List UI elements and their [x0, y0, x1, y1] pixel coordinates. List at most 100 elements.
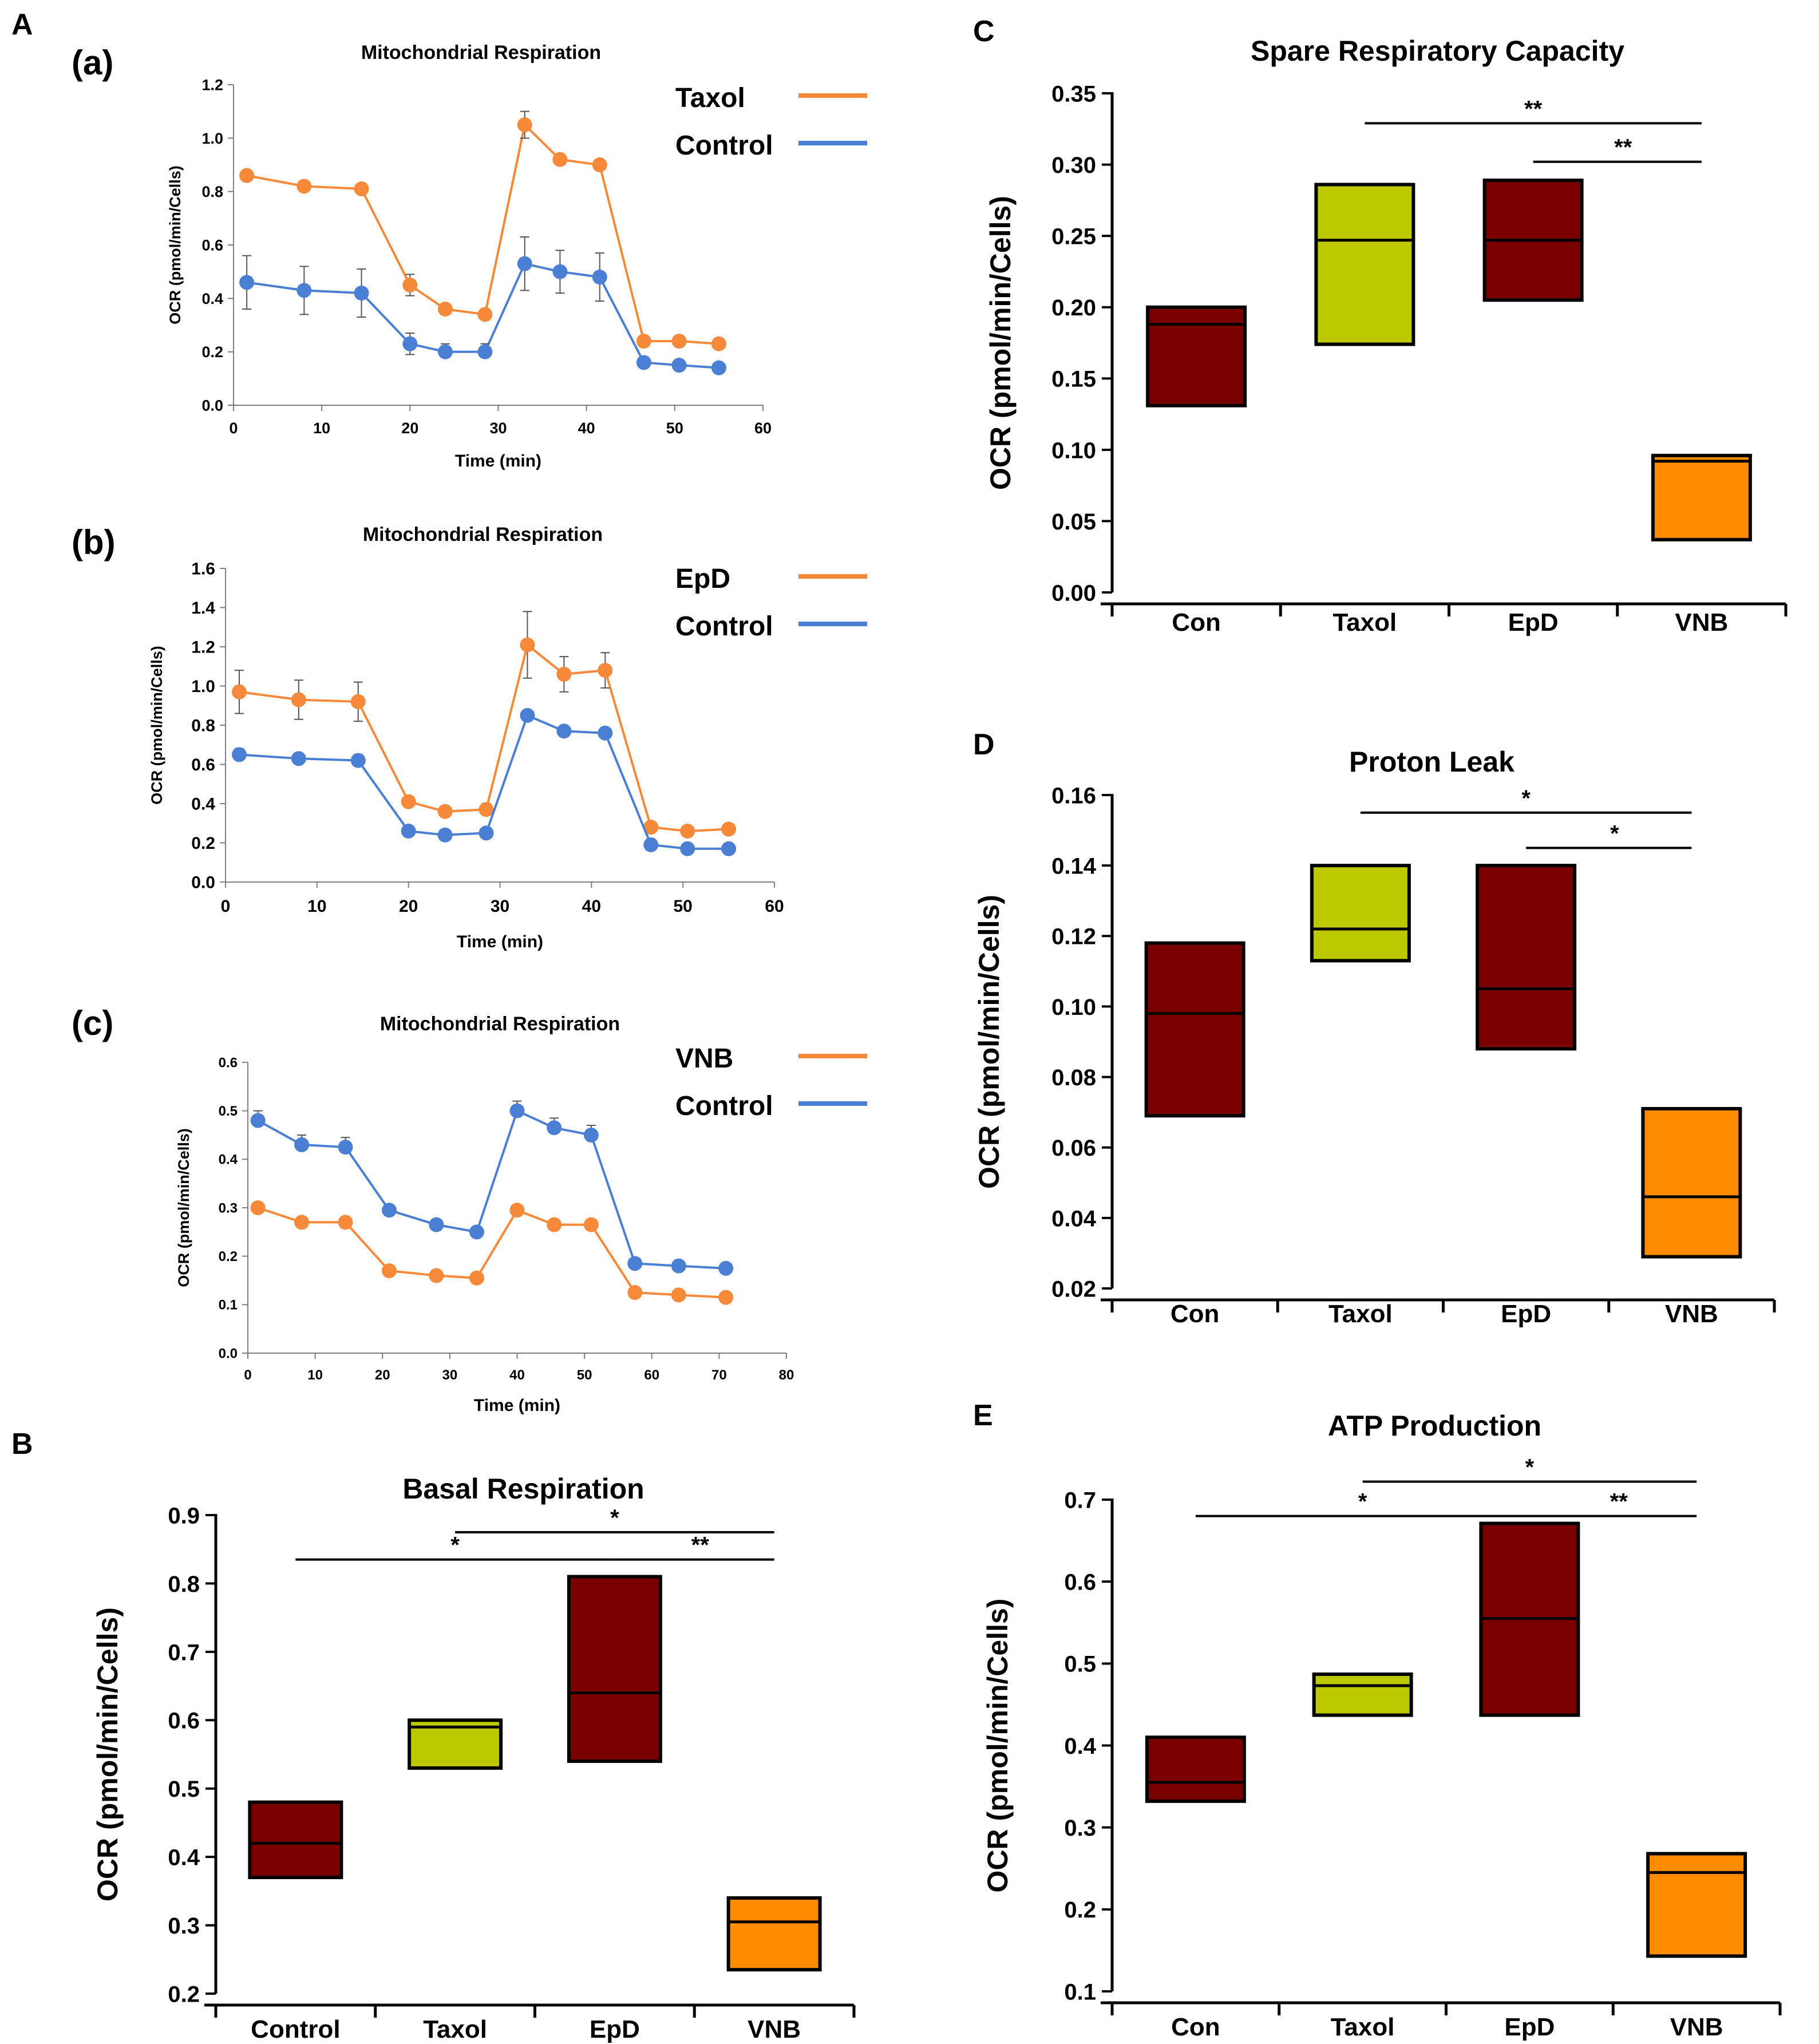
significance-label: * [1610, 821, 1619, 846]
box-epd [1476, 864, 1577, 1051]
chart-C: 0.00 0.05 0.10 0.15 0.20 0.25 0.30 0.35 Con Taxol… [984, 35, 1788, 636]
data-point [338, 1140, 353, 1155]
data-point [294, 1215, 310, 1230]
x-tick-label: 50 [673, 897, 692, 916]
data-point [583, 1128, 599, 1142]
data-point [291, 751, 306, 766]
y-axis-label: OCR (pmol/min/Cells) [148, 646, 165, 805]
data-point [598, 663, 613, 678]
data-point [338, 1215, 353, 1230]
y-tick-label: 1.2 [201, 76, 223, 93]
y-tick-label: 0.7 [168, 1640, 200, 1665]
data-point [711, 336, 726, 351]
data-point [520, 637, 535, 653]
data-point [477, 344, 493, 359]
x-tick-label: 10 [307, 897, 326, 916]
data-point [517, 256, 532, 271]
x-tick-label: 70 [711, 1367, 727, 1383]
box-taxol [1314, 183, 1415, 346]
y-tick-label: 0.5 [219, 1104, 238, 1119]
chart-title: Basal Respiration [402, 1473, 644, 1505]
chart-title: Mitochondrial Respiration [380, 1013, 620, 1035]
category-label: Taxol [1333, 608, 1397, 636]
x-tick-label: 40 [509, 1367, 525, 1383]
y-tick-label: 0.05 [1051, 509, 1096, 535]
box-con [1144, 941, 1245, 1118]
data-point [509, 1203, 525, 1218]
y-tick-label: 0.4 [168, 1845, 200, 1871]
data-point [429, 1217, 444, 1232]
chart-Aa: 0.0 0.2 0.4 0.6 0.8 1.0 1.2 0 10 20 30 40 50 60 Mitoch… [167, 42, 867, 471]
y-tick-label: 0.08 [1051, 1065, 1096, 1090]
box-vnb [1646, 1852, 1747, 1958]
y-tick-label: 0.0 [219, 1346, 238, 1361]
x-tick-label: 20 [375, 1367, 390, 1383]
y-axis-label: OCR (pmol/min/Cells) [973, 895, 1005, 1189]
y-tick-label: 0.10 [1051, 438, 1096, 463]
chart-title: ATP Production [1328, 1410, 1541, 1442]
x-tick-label: 60 [644, 1367, 659, 1383]
y-tick-label: 0.04 [1051, 1206, 1097, 1231]
data-point [469, 1270, 484, 1286]
legend-label: Taxol [675, 83, 745, 113]
y-tick-label: 0.06 [1051, 1136, 1096, 1161]
y-tick-label: 0.9 [168, 1503, 200, 1528]
y-tick-label: 0.2 [1064, 1897, 1096, 1923]
category-label: VNB [1675, 608, 1728, 636]
y-tick-label: 0.2 [191, 834, 215, 853]
data-point [718, 1260, 734, 1276]
category-label: Con [1171, 1300, 1220, 1328]
data-point [231, 747, 247, 762]
x-axis-label: Time (min) [455, 452, 541, 471]
category-label: EpD [1501, 1300, 1551, 1328]
data-point [354, 286, 369, 301]
x-axis-label: Time (min) [474, 1396, 560, 1415]
significance-label: * [610, 1505, 619, 1531]
data-point [556, 723, 572, 739]
chart-title: Mitochondrial Respiration [361, 42, 601, 64]
y-tick-label: 0.16 [1051, 783, 1096, 808]
panel-label-B: B [11, 1428, 33, 1461]
y-axis-label: OCR (pmol/min/Cells) [982, 1599, 1014, 1893]
y-tick-label: 0.2 [168, 1982, 200, 2007]
y-axis-label: OCR (pmol/min/Cells) [175, 1128, 192, 1287]
data-point [402, 278, 418, 292]
sub-label-c: (c) [72, 1004, 113, 1042]
y-tick-label: 0.3 [1064, 1816, 1096, 1841]
box-taxol [1310, 864, 1411, 963]
significance-label: * [450, 1533, 460, 1558]
data-point [401, 823, 416, 839]
data-point [477, 307, 493, 322]
y-tick-label: 0.3 [219, 1200, 238, 1216]
panel-label-E: E [973, 1399, 993, 1432]
box-epd [567, 1575, 662, 1763]
y-tick-label: 0.8 [191, 717, 215, 736]
y-tick-label: 0.1 [1064, 1979, 1096, 2005]
x-tick-label: 50 [666, 420, 683, 437]
data-point [680, 823, 695, 839]
category-label: Con [1172, 608, 1221, 636]
significance-label: ** [1614, 135, 1632, 160]
data-point [671, 358, 687, 373]
y-tick-label: 0.6 [168, 1709, 200, 1734]
x-tick-label: 0 [229, 420, 238, 437]
data-point [598, 725, 613, 741]
series-line-control [257, 1109, 726, 1270]
x-tick-label: 30 [489, 420, 507, 437]
legend-label: Control [675, 611, 773, 642]
chart-Ab: 0.0 0.2 0.4 0.6 0.8 1.0 1.2 1.4 1.6 0 10 20 30 40 50 60… [148, 524, 867, 951]
x-tick-label: 80 [779, 1367, 794, 1383]
data-point [636, 334, 651, 349]
y-tick-label: 1.6 [191, 560, 215, 579]
data-point [350, 753, 366, 768]
category-label: VNB [1665, 1300, 1718, 1328]
data-point [437, 827, 453, 843]
data-point [239, 168, 255, 183]
data-point [552, 152, 568, 167]
y-tick-label: 0.02 [1051, 1276, 1096, 1302]
data-point [520, 707, 535, 723]
data-point [438, 302, 453, 317]
data-point [291, 692, 306, 707]
data-point [671, 1258, 686, 1274]
chart-Ac: 0.0 0.1 0.2 0.3 0.4 0.5 0.6 0 10 20 30 40 50 60 70 80 Mi… [175, 1013, 867, 1415]
